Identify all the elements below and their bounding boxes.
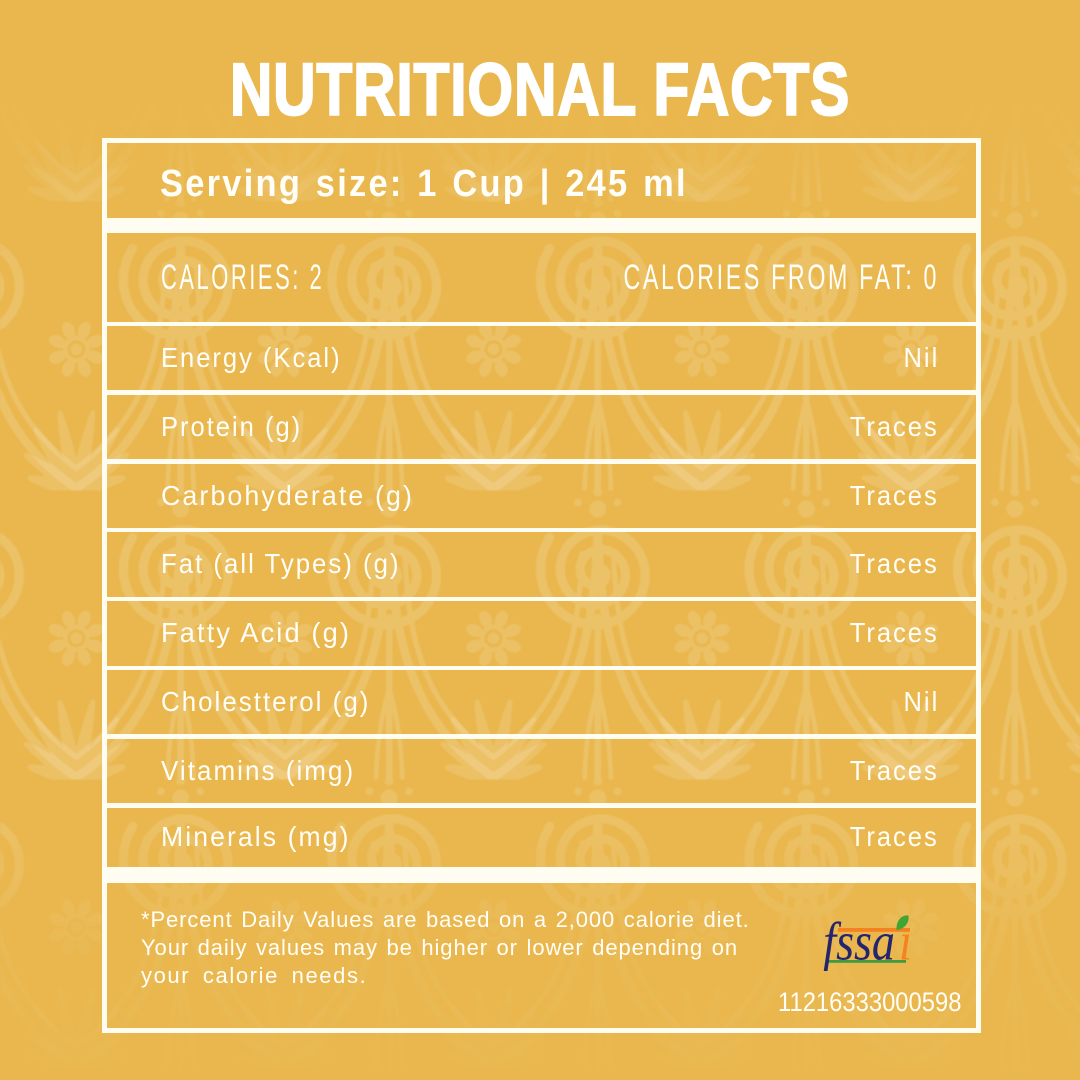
svg-text:fssa: fssa — [823, 911, 895, 971]
